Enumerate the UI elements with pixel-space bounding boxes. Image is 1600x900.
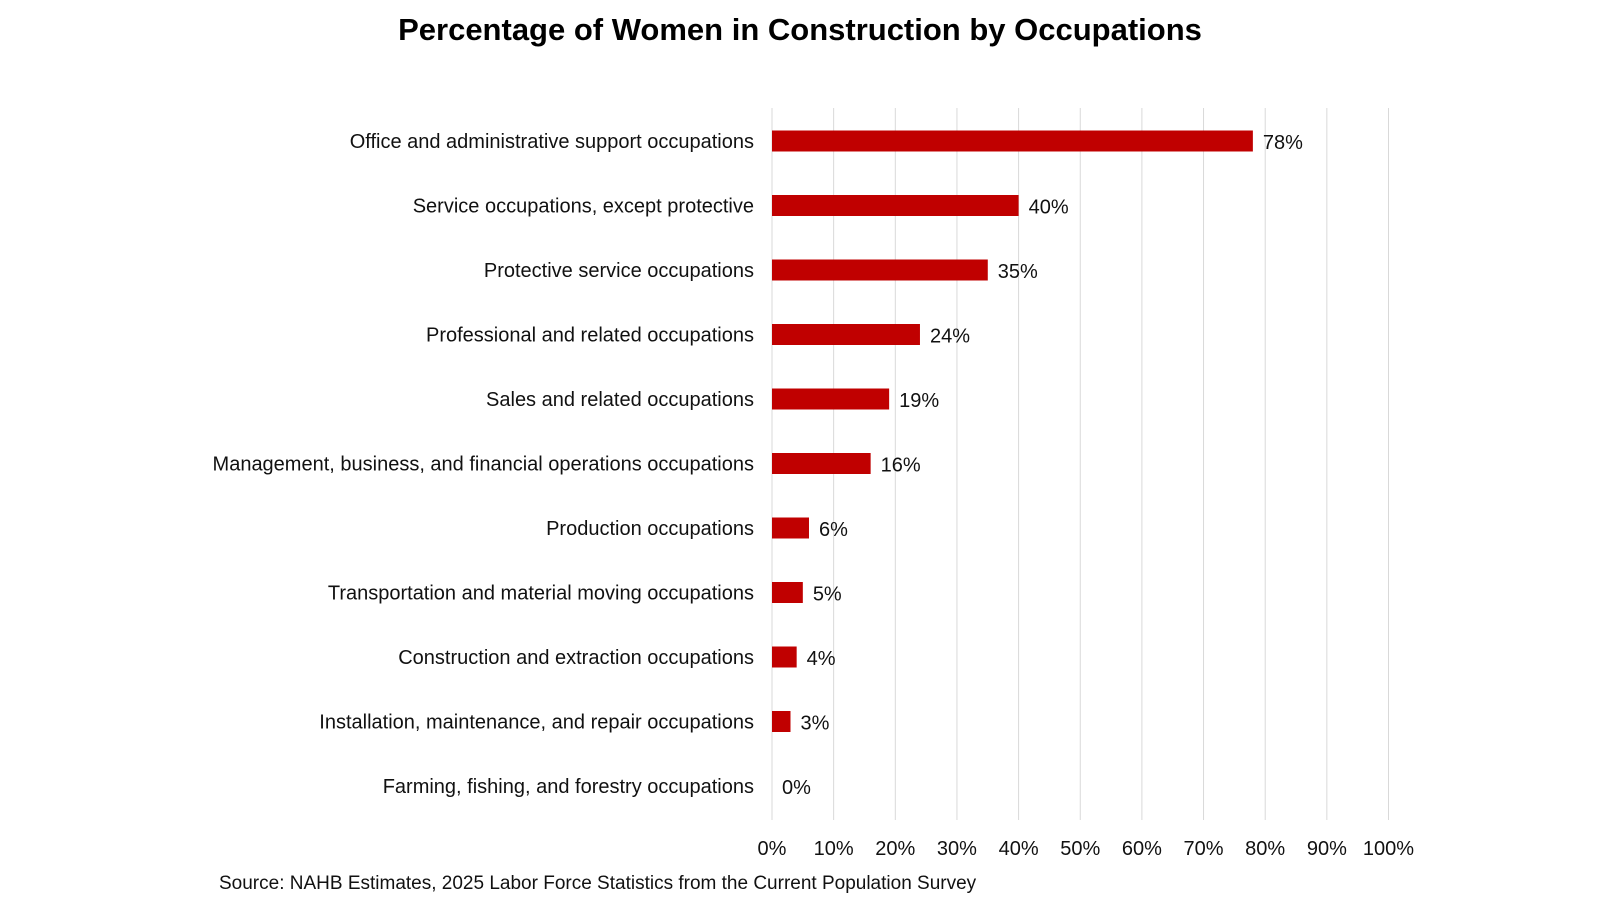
x-tick-label: 20% — [875, 838, 915, 860]
x-tick-label: 60% — [1122, 838, 1162, 860]
category-label: Construction and extraction occupations — [398, 647, 754, 669]
data-labels: 78% 40% 35% 24% 19% 16% 6% 5% 4% 3% 0% — [782, 132, 1303, 799]
category-label: Protective service occupations — [484, 260, 754, 282]
bars — [772, 130, 1253, 732]
x-tick-label: 40% — [999, 838, 1039, 860]
x-tick-label: 10% — [814, 838, 854, 860]
x-tick-label: 90% — [1307, 838, 1347, 860]
bar — [772, 195, 1019, 216]
category-label: Farming, fishing, and forestry occupatio… — [383, 776, 754, 798]
bar — [772, 582, 803, 603]
category-label: Office and administrative support occupa… — [350, 131, 754, 153]
bar — [772, 646, 797, 668]
data-label: 16% — [881, 455, 921, 477]
category-label: Production occupations — [546, 518, 754, 540]
data-label: 5% — [813, 584, 842, 606]
bar — [772, 388, 890, 410]
data-label: 4% — [807, 648, 836, 670]
bar — [772, 259, 988, 281]
x-tick-label: 80% — [1245, 838, 1285, 860]
x-tick-label: 50% — [1060, 838, 1100, 860]
data-label: 19% — [899, 390, 939, 412]
x-tick-label: 100% — [1363, 838, 1414, 860]
chart-source: Source: NAHB Estimates, 2025 Labor Force… — [219, 873, 977, 894]
bar — [772, 453, 871, 474]
data-label: 40% — [1029, 197, 1069, 219]
data-label: 24% — [930, 326, 970, 348]
data-label: 6% — [819, 519, 848, 541]
x-tick-label: 0% — [758, 838, 787, 860]
category-labels: Office and administrative support occupa… — [213, 131, 754, 798]
bar — [772, 130, 1253, 152]
bar — [772, 324, 920, 345]
category-label: Transportation and material moving occup… — [328, 583, 754, 605]
category-label: Professional and related occupations — [426, 325, 754, 347]
data-label: 0% — [782, 777, 811, 799]
bar — [772, 517, 809, 539]
data-label: 35% — [998, 261, 1038, 283]
category-label: Sales and related occupations — [486, 389, 754, 411]
chart-title: Percentage of Women in Construction by O… — [398, 12, 1202, 47]
data-label: 3% — [800, 713, 829, 735]
x-tick-label: 70% — [1184, 838, 1224, 860]
category-label: Service occupations, except protective — [413, 196, 754, 218]
bar — [772, 711, 791, 732]
x-axis-ticks: 0% 10% 20% 30% 40% 50% 60% 70% 80% 90% 100% — [758, 838, 1415, 860]
data-label: 78% — [1263, 132, 1303, 154]
category-label: Installation, maintenance, and repair oc… — [319, 712, 754, 734]
category-label: Management, business, and financial oper… — [213, 454, 754, 476]
x-tick-label: 30% — [937, 838, 977, 860]
